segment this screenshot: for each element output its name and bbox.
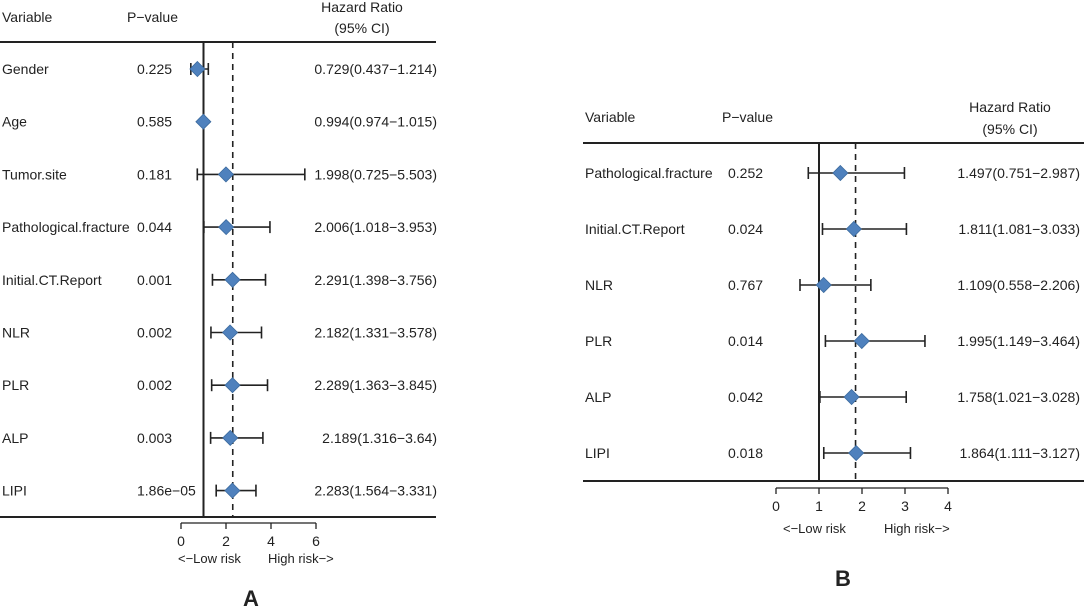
- row-hazard-ratio-ci: 1.109(0.558−2.206): [957, 277, 1080, 293]
- column-header-ci: (95% CI): [334, 20, 389, 36]
- panel-label: A: [243, 586, 259, 607]
- high-risk-label: High risk−>: [268, 551, 334, 566]
- row-pvalue: 0.002: [137, 325, 172, 341]
- x-tick-label: 0: [772, 498, 780, 514]
- row-variable-label: PLR: [585, 333, 612, 349]
- hazard-ratio-marker: [217, 166, 235, 183]
- x-tick-label: 3: [901, 498, 909, 514]
- column-header-ci: (95% CI): [982, 121, 1037, 137]
- row-pvalue: 0.044: [137, 219, 172, 235]
- row-hazard-ratio-ci: 0.994(0.974−1.015): [314, 114, 437, 130]
- forest-panel-a: Variable P−value Hazard Ratio (95% CI) Gende…: [0, 0, 437, 607]
- row-hazard-ratio-ci: 1.864(1.111−3.127): [959, 445, 1080, 461]
- hazard-ratio-marker: [195, 113, 212, 130]
- row-pvalue: 0.252: [728, 165, 763, 181]
- column-header-pvalue: P−value: [127, 9, 178, 25]
- row-pvalue: 0.042: [728, 389, 763, 405]
- hazard-ratio-marker: [853, 332, 870, 350]
- hazard-ratio-marker: [189, 60, 206, 78]
- hazard-ratio-marker: [843, 388, 860, 406]
- row-variable-label: Age: [2, 114, 27, 130]
- x-tick-label: 2: [858, 498, 866, 514]
- row-pvalue: 0.225: [137, 61, 172, 77]
- row-variable-label: PLR: [2, 377, 29, 393]
- row-pvalue: 0.018: [728, 445, 763, 461]
- row-hazard-ratio-ci: 1.998(0.725−5.503): [314, 166, 437, 182]
- row-variable-label: ALP: [585, 389, 611, 405]
- row-variable-label: Gender: [2, 61, 49, 77]
- row-pvalue: 0.002: [137, 377, 172, 393]
- row-hazard-ratio-ci: 2.289(1.363−3.845): [314, 377, 437, 393]
- row-pvalue: 0.181: [137, 166, 172, 182]
- row-hazard-ratio-ci: 2.182(1.331−3.578): [314, 325, 437, 341]
- row-hazard-ratio-ci: 2.006(1.018−3.953): [314, 219, 437, 235]
- row-hazard-ratio-ci: 1.995(1.149−3.464): [957, 333, 1080, 349]
- row-hazard-ratio-ci: 1.811(1.081−3.033): [958, 221, 1080, 237]
- hazard-ratio-marker: [224, 482, 241, 499]
- row-hazard-ratio-ci: 2.189(1.316−3.64): [322, 430, 437, 446]
- hazard-ratio-marker: [832, 164, 849, 182]
- x-tick-label: 6: [312, 533, 320, 549]
- panel-label: B: [835, 566, 851, 591]
- row-variable-label: Tumor.site: [2, 166, 67, 182]
- high-risk-label: High risk−>: [884, 521, 950, 536]
- x-tick-label: 4: [267, 533, 275, 549]
- hazard-ratio-marker: [845, 220, 862, 238]
- hazard-ratio-marker: [222, 429, 239, 446]
- row-hazard-ratio-ci: 1.758(1.021−3.028): [957, 389, 1080, 405]
- row-pvalue: 0.014: [728, 333, 763, 349]
- hazard-ratio-marker: [848, 444, 865, 462]
- hazard-ratio-marker: [218, 219, 235, 236]
- row-variable-label: NLR: [2, 325, 30, 341]
- low-risk-label: <−Low risk: [783, 521, 846, 536]
- hazard-ratio-marker: [222, 324, 239, 341]
- column-header-pvalue: P−value: [722, 109, 773, 125]
- forest-panel-b: Variable P−value Hazard Ratio (95% CI) Patho…: [583, 99, 1084, 591]
- x-tick-label: 2: [222, 533, 230, 549]
- row-hazard-ratio-ci: 0.729(0.437−1.214): [314, 61, 437, 77]
- row-pvalue: 1.86e−05: [137, 483, 196, 499]
- row-variable-label: NLR: [585, 277, 613, 293]
- column-header-variable: Variable: [585, 109, 636, 125]
- row-pvalue: 0.767: [728, 277, 763, 293]
- row-pvalue: 0.024: [728, 221, 763, 237]
- row-variable-label: LIPI: [2, 483, 27, 499]
- x-tick-label: 1: [815, 498, 823, 514]
- row-variable-label: LIPI: [585, 445, 610, 461]
- row-variable-label: Pathological.fracture: [585, 165, 713, 181]
- row-variable-label: Pathological.fracture: [2, 219, 130, 235]
- x-tick-label: 0: [177, 533, 185, 549]
- row-variable-label: ALP: [2, 430, 28, 446]
- hazard-ratio-marker: [224, 271, 241, 288]
- hazard-ratio-marker: [224, 377, 241, 394]
- low-risk-label: <−Low risk: [178, 551, 241, 566]
- row-variable-label: Initial.CT.Report: [585, 221, 685, 237]
- row-hazard-ratio-ci: 1.497(0.751−2.987): [957, 165, 1080, 181]
- row-pvalue: 0.585: [137, 114, 172, 130]
- row-hazard-ratio-ci: 2.291(1.398−3.756): [314, 272, 437, 288]
- row-variable-label: Initial.CT.Report: [2, 272, 102, 288]
- column-header-variable: Variable: [2, 9, 53, 25]
- x-tick-label: 4: [944, 498, 952, 514]
- row-hazard-ratio-ci: 2.283(1.564−3.331): [314, 483, 437, 499]
- column-header-hazard-ratio: Hazard Ratio: [321, 0, 403, 15]
- row-pvalue: 0.003: [137, 430, 172, 446]
- hazard-ratio-marker: [815, 276, 832, 294]
- column-header-hazard-ratio: Hazard Ratio: [969, 99, 1051, 115]
- row-pvalue: 0.001: [137, 272, 172, 288]
